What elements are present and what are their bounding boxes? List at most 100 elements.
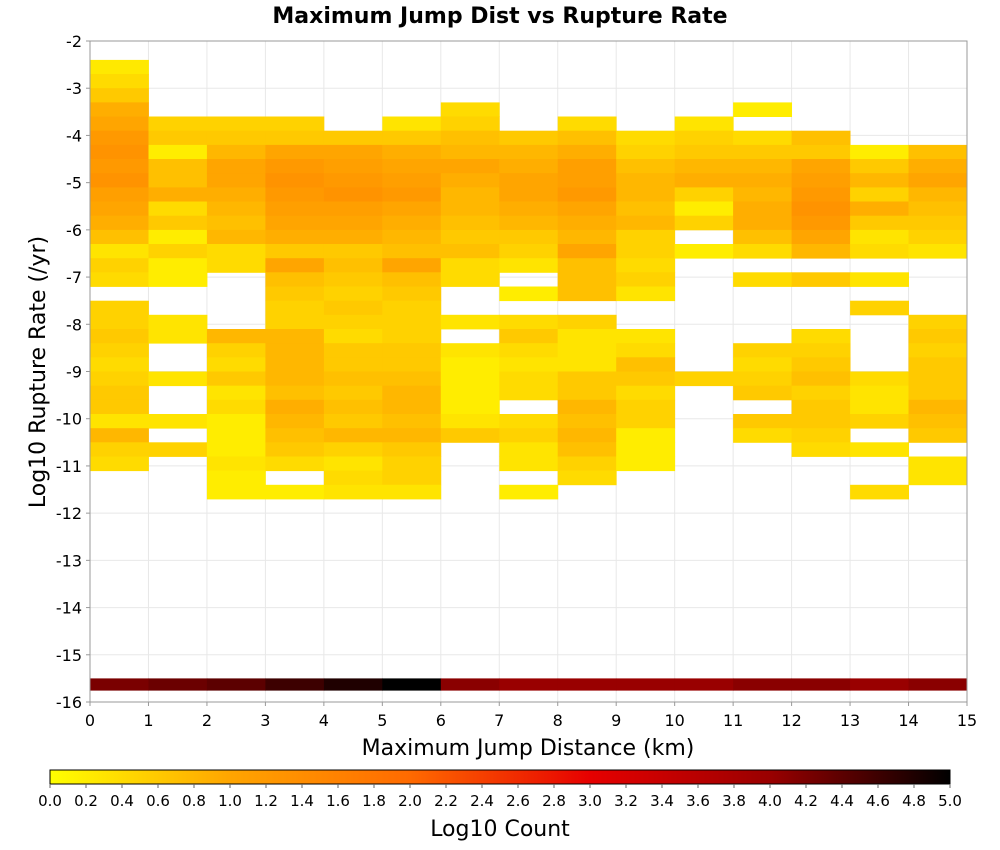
heatmap-cell — [382, 678, 442, 691]
heatmap-cell — [265, 678, 325, 691]
heatmap-cell — [557, 144, 617, 160]
heatmap-cell — [674, 144, 734, 160]
heatmap-cell — [908, 244, 968, 259]
heatmap-cell — [206, 484, 266, 500]
heatmap-cell — [265, 442, 325, 457]
heatmap-cell — [90, 371, 149, 387]
heatmap-cell — [382, 399, 442, 415]
heatmap-cell — [265, 215, 325, 231]
heatmap-cell — [499, 329, 559, 344]
heatmap-cell — [850, 678, 909, 691]
y-tick-label: -15 — [56, 646, 82, 665]
heatmap-cell — [733, 244, 792, 259]
heatmap-cell — [148, 244, 208, 259]
heatmap-cell — [499, 130, 559, 146]
heatmap-cell — [90, 314, 149, 330]
x-axis-label: Maximum Jump Distance (km) — [362, 736, 695, 761]
heatmap-cell — [90, 329, 149, 344]
x-tick-label: 4 — [319, 711, 329, 730]
heatmap-cell — [382, 456, 442, 472]
heatmap-cell — [265, 244, 325, 259]
colorbar-tick-label: 3.4 — [650, 792, 674, 810]
heatmap-cell — [733, 102, 792, 117]
heatmap-cell — [616, 201, 676, 217]
x-tick-label: 7 — [494, 711, 504, 730]
heatmap-cell — [557, 470, 617, 486]
heatmap-cell — [90, 215, 149, 231]
heatmap-cell — [908, 470, 968, 486]
heatmap-cell — [908, 329, 968, 344]
heatmap-cell — [674, 159, 734, 174]
heatmap-cell — [148, 215, 208, 231]
heatmap-cell — [791, 428, 851, 443]
colorbar-tick-label: 1.6 — [326, 792, 350, 810]
heatmap-cell — [323, 357, 383, 372]
heatmap-cell — [733, 385, 792, 401]
heatmap-cell — [791, 159, 851, 174]
heatmap-cell — [382, 244, 442, 259]
heatmap-cell — [499, 371, 559, 387]
heatmap-cell — [733, 173, 792, 188]
heatmap-cell — [674, 678, 734, 691]
heatmap-cell — [206, 343, 266, 358]
heatmap-cell — [616, 343, 676, 358]
heatmap-cell — [616, 173, 676, 188]
heatmap-cell — [90, 116, 149, 132]
heatmap-cell — [323, 187, 383, 202]
heatmap-cell — [382, 385, 442, 401]
heatmap-cell — [323, 258, 383, 273]
heatmap-cell — [206, 385, 266, 401]
heatmap-cell — [90, 187, 149, 202]
heatmap-cell — [733, 130, 792, 146]
heatmap-cell — [733, 215, 792, 231]
heatmap-cell — [616, 371, 676, 387]
colorbar-tick-label: 2.2 — [434, 792, 458, 810]
heatmap-cell — [557, 385, 617, 401]
x-tick-label: 15 — [957, 711, 977, 730]
heatmap-cell — [908, 343, 968, 358]
y-axis-label: Log10 Rupture Rate (/yr) — [26, 236, 51, 508]
heatmap-cell — [265, 343, 325, 358]
heatmap-cell — [733, 144, 792, 160]
heatmap-cell — [850, 371, 909, 387]
heatmap-cell — [733, 229, 792, 245]
heatmap-cell — [265, 258, 325, 273]
heatmap-cell — [265, 385, 325, 401]
heatmap-cell — [440, 201, 500, 217]
heatmap-cell — [908, 385, 968, 401]
heatmap-cell — [323, 428, 383, 443]
heatmap-cell — [850, 229, 909, 245]
colorbar-tick-label: 2.6 — [506, 792, 530, 810]
heatmap-cell — [499, 187, 559, 202]
heatmap-cell — [382, 286, 442, 302]
colorbar-tick-label: 2.8 — [542, 792, 566, 810]
heatmap-cell — [323, 343, 383, 358]
colorbar-ticks: 0.0 0.2 0.4 0.6 0.8 1.0 1.2 1.4 1.6 1.8 2.0 2.2 2.4 2… — [38, 784, 962, 810]
heatmap-cell — [850, 414, 909, 429]
heatmap-cell — [440, 272, 500, 287]
heatmap-cell — [499, 244, 559, 259]
heatmap-cell — [440, 399, 500, 415]
heatmap-cell — [323, 173, 383, 188]
heatmap-cell — [499, 678, 559, 691]
heatmap-cell — [557, 414, 617, 429]
y-axis-ticks: -2 -3 -4 -5 -6 -7 -8 -9 -10 -11 -12 -13 -14 -15 -16 — [56, 32, 90, 712]
y-tick-label: -2 — [66, 32, 82, 51]
heatmap-cell — [265, 159, 325, 174]
heatmap-cell — [616, 456, 676, 472]
heatmap-cell — [616, 215, 676, 231]
heatmap-cell — [206, 187, 266, 202]
x-tick-label: 1 — [143, 711, 153, 730]
heatmap-cell — [791, 201, 851, 217]
heatmap-cell — [499, 229, 559, 245]
heatmap-cell — [499, 258, 559, 273]
colorbar-tick-label: 0.8 — [182, 792, 206, 810]
heatmap-cell — [90, 102, 149, 117]
heatmap-cell — [148, 201, 208, 217]
heatmap-cell — [557, 244, 617, 259]
heatmap-cell — [148, 229, 208, 245]
heatmap-cell — [499, 314, 559, 330]
heatmap-cell — [206, 456, 266, 472]
heatmap-cell — [265, 201, 325, 217]
heatmap-cell — [616, 286, 676, 302]
